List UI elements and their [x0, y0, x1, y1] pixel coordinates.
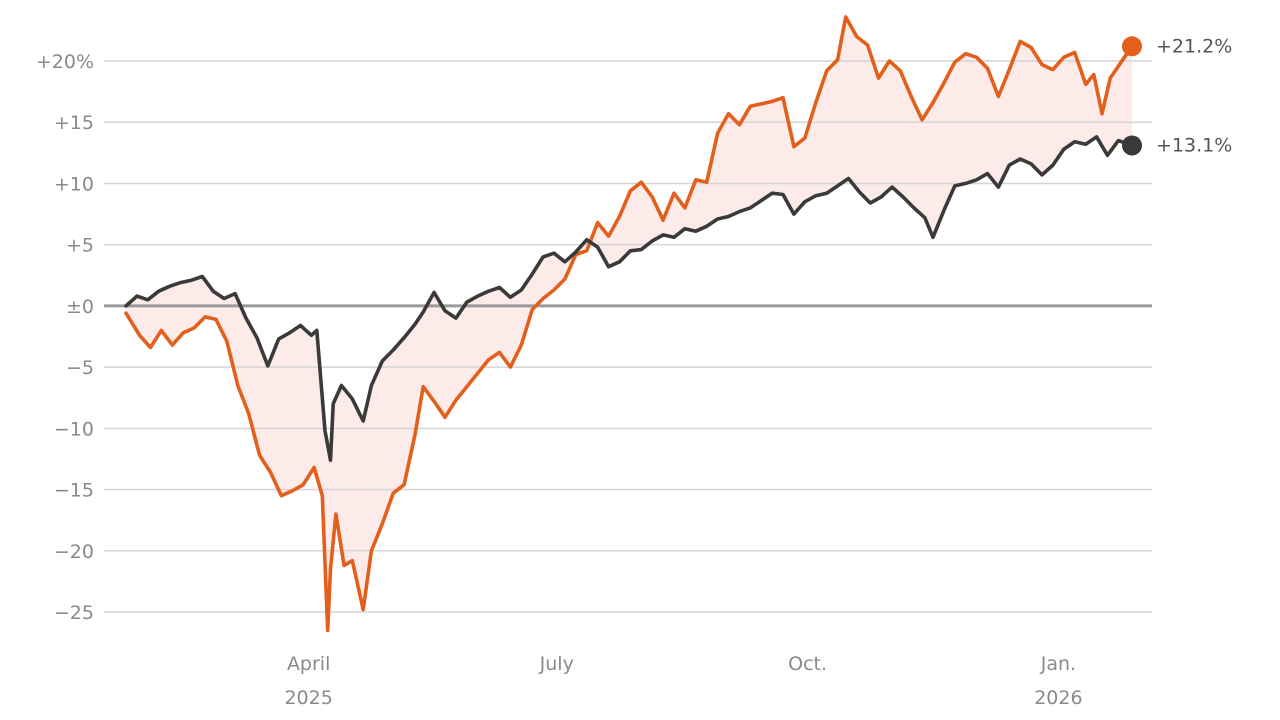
x-tick-label: Jan. — [1040, 653, 1076, 675]
series-difference-area — [126, 19, 1132, 617]
difference-fill — [126, 19, 1132, 617]
y-gridlines — [104, 60, 1152, 613]
y-tick-label: +20% — [36, 51, 94, 73]
y-tick-label: −25 — [54, 602, 94, 624]
x-tick-label: Oct. — [788, 653, 827, 675]
x-tick-label: April — [287, 653, 330, 675]
y-tick-label: +15 — [54, 112, 94, 134]
x-axis-ticks: April 2025 July Oct. Jan. 2026 — [284, 653, 1082, 709]
y-tick-label: +10 — [54, 173, 94, 195]
series-line-2 — [124, 135, 1134, 462]
series-end-label-2: +13.1% — [1156, 134, 1232, 156]
y-tick-label: ±0 — [66, 296, 94, 318]
x-tick-year-label: 2025 — [284, 687, 332, 709]
x-tick-label: July — [539, 653, 574, 675]
series-end-dot-2 — [1122, 135, 1142, 156]
y-tick-label: −15 — [54, 480, 94, 502]
series-line-1 — [124, 15, 1134, 633]
series-end-dot-1 — [1122, 36, 1142, 57]
x-tick-year-label: 2026 — [1034, 687, 1082, 709]
y-tick-label: −10 — [54, 418, 94, 440]
y-tick-label: −20 — [54, 541, 94, 563]
y-tick-label: +5 — [66, 235, 94, 257]
y-tick-label: −5 — [66, 357, 94, 379]
series-lines — [124, 15, 1134, 633]
y-axis-ticks: +20% +15 +10 +5 ±0 −5 −10 −15 −20 −25 — [36, 51, 94, 624]
series-end-label-1: +21.2% — [1156, 35, 1232, 57]
series-end-markers: +21.2% +13.1% — [1122, 35, 1232, 156]
